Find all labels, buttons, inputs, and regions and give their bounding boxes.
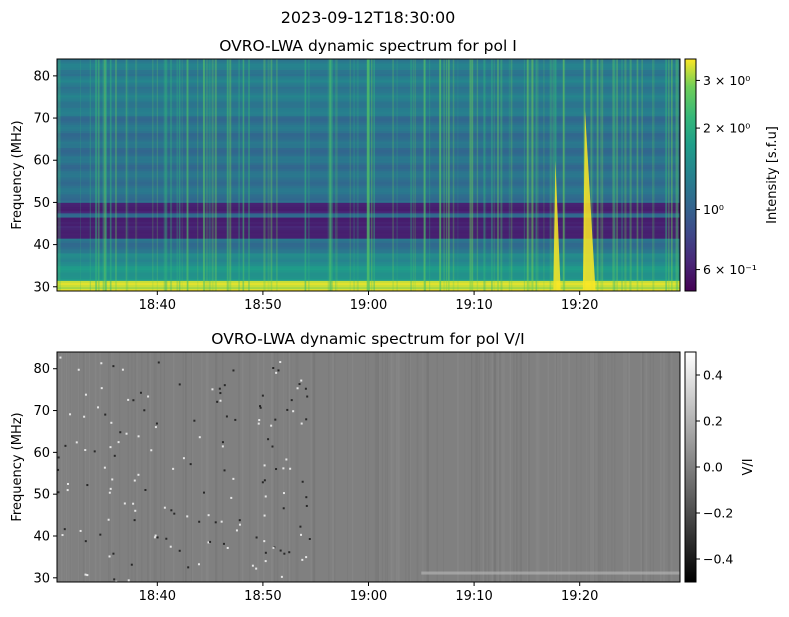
intensity-heatmap [57, 59, 680, 292]
intensity-y-axis-label: Frequency (MHz) [10, 120, 25, 229]
vi-panel: OVRO-LWA dynamic spectrum for pol V/I 18… [10, 330, 756, 604]
x-tick-label: 19:00 [350, 298, 387, 313]
intensity-colorbar-label: Intensity [s.f.u] [765, 126, 780, 224]
intensity-y-axis: 30 40 50 60 70 80 [33, 69, 57, 295]
colorbar-tick-label: 0.0 [703, 460, 723, 475]
y-tick-label: 30 [33, 280, 50, 295]
colorbar-tick-label: −0.2 [703, 506, 733, 521]
vi-heatmap [57, 352, 680, 583]
x-tick-label: 19:10 [455, 589, 492, 604]
colorbar-tick-label: 0.2 [703, 414, 723, 429]
colorbar-tick-label: 3 × 10⁰ [703, 73, 750, 88]
x-tick-label: 18:40 [139, 589, 176, 604]
colorbar-tick-label: −0.4 [703, 552, 733, 567]
intensity-colorbar-ticks: 6 × 10⁻¹ 10⁰ 2 × 10⁰ 3 × 10⁰ [696, 73, 757, 277]
colorbar-tick-label: 10⁰ [703, 202, 724, 217]
figure-suptitle: 2023-09-12T18:30:00 [281, 8, 456, 27]
vi-y-axis-label: Frequency (MHz) [10, 412, 25, 521]
y-tick-label: 70 [33, 404, 50, 419]
x-tick-label: 19:20 [561, 589, 598, 604]
vi-x-axis: 18:40 18:50 19:00 19:10 19:20 [139, 582, 598, 604]
y-tick-label: 40 [33, 530, 50, 545]
y-tick-label: 50 [33, 488, 50, 503]
y-tick-label: 50 [33, 196, 50, 211]
x-tick-label: 18:50 [244, 589, 281, 604]
vi-colorbar [684, 351, 697, 583]
x-tick-label: 19:10 [455, 298, 492, 313]
colorbar-tick-label: 6 × 10⁻¹ [703, 262, 757, 277]
colorbar-tick-label: 2 × 10⁰ [703, 121, 750, 136]
vi-colorbar-label: V/I [741, 458, 756, 475]
x-tick-label: 18:50 [244, 298, 281, 313]
y-tick-label: 80 [33, 69, 50, 84]
intensity-x-axis: 18:40 18:50 19:00 19:10 19:20 [139, 291, 598, 313]
y-tick-label: 40 [33, 238, 50, 253]
y-tick-label: 80 [33, 362, 50, 377]
x-tick-label: 19:20 [561, 298, 598, 313]
vi-panel-title: OVRO-LWA dynamic spectrum for pol V/I [211, 330, 524, 348]
y-tick-label: 70 [33, 112, 50, 127]
intensity-panel-title: OVRO-LWA dynamic spectrum for pol I [219, 37, 517, 55]
intensity-panel: OVRO-LWA dynamic spectrum for pol I 18:4… [10, 37, 780, 313]
vi-y-axis: 30 40 50 60 70 80 [33, 362, 57, 586]
y-tick-label: 60 [33, 154, 50, 169]
x-tick-label: 19:00 [350, 589, 387, 604]
intensity-colorbar [684, 58, 697, 292]
colorbar-tick-label: 0.4 [703, 368, 723, 383]
vi-colorbar-ticks: 0.4 0.2 0.0 −0.2 −0.4 [696, 368, 733, 567]
y-tick-label: 60 [33, 446, 50, 461]
x-tick-label: 18:40 [139, 298, 176, 313]
y-tick-label: 30 [33, 571, 50, 586]
